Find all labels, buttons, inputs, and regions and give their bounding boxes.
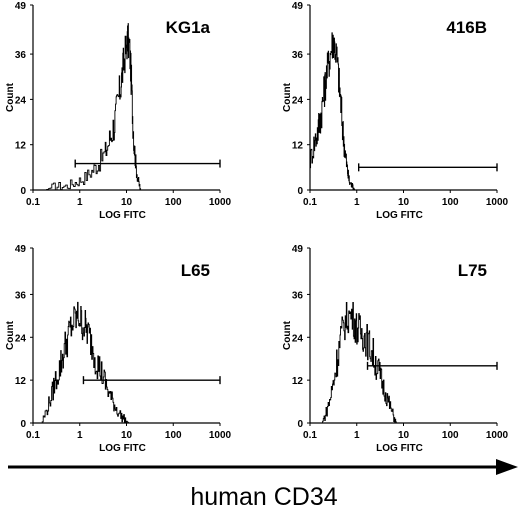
x-tick-label: 10	[398, 197, 410, 208]
x-tick-label: 1000	[209, 430, 232, 441]
y-tick-label: 24	[15, 95, 27, 106]
y-tick-label: 12	[15, 141, 27, 152]
histogram-trace	[310, 32, 356, 191]
y-tick-label: 12	[292, 376, 304, 387]
panel-title: 416B	[446, 18, 487, 37]
x-tick-label: 10	[121, 430, 133, 441]
cd34-axis-arrow-head	[496, 459, 518, 475]
histogram-panel-4: 0 12 24 36 49 0.1 1 10 100 1000 LOG FITC Count L75	[282, 244, 509, 454]
x-tick-label: 0.1	[303, 430, 317, 441]
x-tick-label: 100	[442, 197, 459, 208]
x-tick-label: 0.1	[26, 197, 40, 208]
y-tick-label: 24	[292, 333, 304, 344]
x-tick-label: 1	[77, 430, 83, 441]
y-axis-label: Count	[5, 320, 16, 350]
y-tick-label: 49	[15, 244, 27, 255]
y-tick-label: 49	[15, 1, 27, 12]
y-tick-label: 36	[15, 290, 27, 301]
y-tick-label: 0	[297, 419, 303, 430]
panel-title: L75	[458, 261, 487, 280]
x-tick-label: 100	[165, 430, 182, 441]
histogram-panel-1: 0 12 24 36 49 0.1 1 10 100 1000 LOG FITC Count KG1a	[5, 1, 232, 221]
y-tick-label: 12	[292, 141, 304, 152]
y-tick-label: 24	[292, 95, 304, 106]
x-tick-label: 1000	[486, 430, 509, 441]
x-tick-label: 1000	[486, 197, 509, 208]
histogram-trace	[44, 23, 142, 191]
x-tick-label: 1	[354, 197, 360, 208]
y-tick-label: 49	[292, 244, 304, 255]
x-tick-label: 0.1	[303, 197, 317, 208]
x-tick-label: 1	[77, 197, 83, 208]
y-tick-label: 12	[15, 376, 27, 387]
y-tick-label: 0	[20, 419, 26, 430]
x-tick-label: 0.1	[26, 430, 40, 441]
x-axis-label: LOG FITC	[376, 443, 423, 454]
x-axis-label: LOG FITC	[99, 443, 146, 454]
x-tick-label: 1000	[209, 197, 232, 208]
x-axis-label: LOG FITC	[99, 210, 146, 221]
y-tick-label: 24	[15, 333, 27, 344]
x-tick-label: 1	[354, 430, 360, 441]
y-axis-label: Count	[282, 320, 293, 350]
y-tick-label: 36	[15, 50, 27, 61]
y-tick-label: 36	[292, 290, 304, 301]
histogram-panel-2: 0 12 24 36 49 0.1 1 10 100 1000 LOG FITC Count 416B	[282, 1, 509, 221]
y-tick-label: 0	[297, 186, 303, 197]
x-tick-label: 100	[165, 197, 182, 208]
x-tick-label: 10	[398, 430, 410, 441]
histogram-trace	[41, 301, 132, 424]
x-tick-label: 100	[442, 430, 459, 441]
x-tick-label: 10	[121, 197, 133, 208]
y-axis-label: Count	[5, 82, 16, 112]
y-axis-label: Count	[282, 82, 293, 112]
histogram-panel-3: 0 12 24 36 49 0.1 1 10 100 1000 LOG FITC Count L65	[5, 244, 232, 454]
y-tick-label: 49	[292, 1, 304, 12]
y-tick-label: 0	[20, 186, 26, 197]
x-axis-label: LOG FITC	[376, 210, 423, 221]
panel-title: L65	[181, 261, 210, 280]
histogram-trace	[321, 301, 397, 424]
panel-title: KG1a	[166, 18, 211, 37]
y-tick-label: 36	[292, 50, 304, 61]
footer-label: human CD34	[190, 483, 337, 511]
